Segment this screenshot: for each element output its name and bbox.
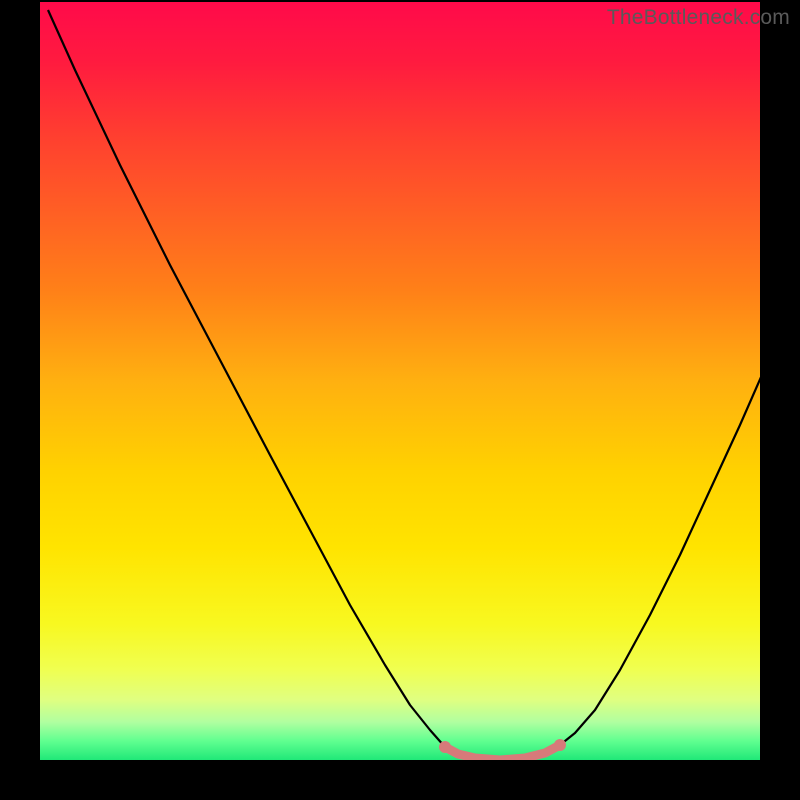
watermark-text: TheBottleneck.com (607, 6, 790, 30)
border-right (760, 0, 800, 800)
plot-background (40, 2, 760, 760)
border-left (0, 0, 40, 800)
bottleneck-chart: TheBottleneck.com (0, 0, 800, 800)
border-top (0, 0, 800, 2)
chart-svg (0, 0, 800, 800)
border-bottom (0, 760, 800, 800)
